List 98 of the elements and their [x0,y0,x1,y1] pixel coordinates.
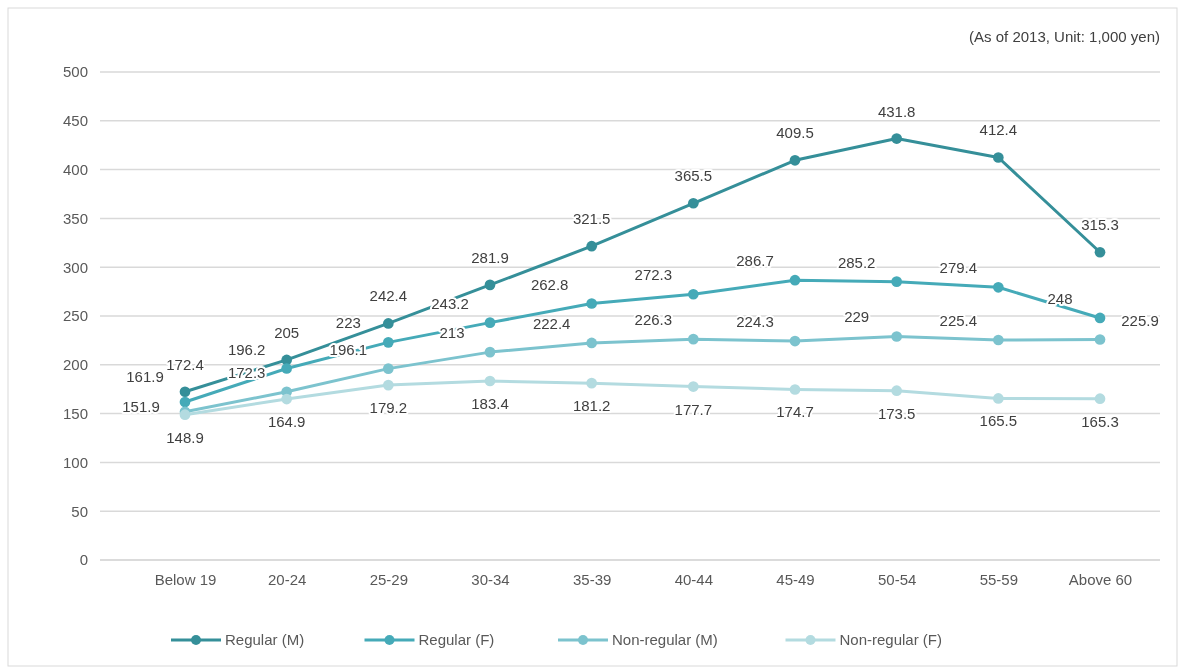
data-label: 242.4 [369,287,408,305]
legend-label: Non-regular (M) [612,631,718,648]
y-tick-label: 350 [62,209,88,227]
point [992,393,1004,404]
data-label: 285.2 [837,253,876,271]
data-label: 183.4 [471,395,509,412]
data-label: 272.3 [634,266,673,284]
x-tick-label: 45-49 [776,570,815,588]
data-label: 196.2 [227,340,266,358]
point [484,279,496,291]
data-label: 412.4 [979,121,1018,139]
data-label: 151.9 [122,397,160,415]
point [484,317,496,328]
data-label: 165.5 [979,412,1018,430]
legend-label: Regular (M) [225,631,305,648]
x-tick-label: Below 19 [154,570,217,588]
data-label: 223 [335,314,361,332]
data-label: 286.7 [736,252,774,270]
data-label: 225.4 [939,312,978,330]
data-label: 172.4 [166,355,204,373]
point [1094,393,1106,405]
point [687,288,699,300]
data-label: 177.7 [674,400,713,418]
point [382,363,394,374]
point [789,384,801,395]
point [179,396,191,408]
data-label: 181.2 [572,397,611,415]
data-label: 409.5 [776,124,814,142]
data-label: 205 [274,323,300,341]
point [586,377,598,389]
x-tick-label: 25-29 [369,570,409,588]
data-label: 365.5 [674,167,713,185]
point [992,334,1004,346]
x-tick-label: 30-34 [471,570,510,588]
point [891,385,903,397]
point [484,346,496,358]
y-tick-label: 400 [62,160,88,178]
y-tick-label: 150 [62,404,88,422]
data-label: 224.3 [736,313,774,331]
point [382,318,394,329]
point [586,298,598,309]
point [586,240,598,252]
text: (As of 2013, Unit: 1,000 yen) [969,28,1160,45]
point [992,281,1004,293]
legend-label: Non-regular (F) [839,631,943,648]
data-label: 229 [844,308,870,326]
point [382,337,394,348]
point [789,154,801,166]
x-tick-label: 35-39 [572,570,612,588]
point [891,331,903,342]
point [891,276,903,287]
data-label: 431.8 [877,102,916,120]
point [1094,246,1106,258]
x-tick-label: 50-54 [877,570,917,588]
data-label: 148.9 [166,428,204,446]
data-label: 179.2 [369,399,408,417]
x-tick-label: 40-44 [674,570,714,588]
point [687,381,699,392]
point [382,379,394,391]
point [789,335,801,347]
point [281,363,293,374]
y-tick-label: 300 [62,258,88,276]
data-label: 173.5 [877,404,916,422]
point [484,375,496,387]
data-label: 262.8 [530,275,569,293]
data-label: 226.3 [634,311,673,329]
point [281,393,293,405]
point [1094,334,1106,345]
y-tick-label: 200 [62,356,88,374]
data-label: 174.7 [776,403,814,421]
y-tick-label: 100 [62,453,88,471]
point [586,337,598,349]
data-label: 164.9 [267,413,306,431]
data-label: 248 [1047,289,1073,307]
y-tick-label: 50 [71,502,88,520]
data-label: 279.4 [939,259,978,277]
point [891,133,903,144]
data-label: 281.9 [471,248,509,266]
x-tick-label: 55-59 [979,570,1019,588]
data-label: 222.4 [532,314,571,332]
point [687,333,699,345]
data-label: 315.3 [1081,216,1119,234]
data-label: 165.3 [1081,412,1119,430]
y-tick-label: 0 [79,551,88,569]
x-tick-label: 20-24 [267,570,307,588]
point [687,197,699,209]
y-tick-label: 500 [62,63,88,81]
data-label: 225.9 [1121,311,1159,329]
data-label: 161.9 [126,367,164,385]
x-tick-label: Above 60 [1068,570,1133,588]
legend-label: Regular (F) [418,631,495,648]
point [179,386,191,398]
point [789,274,801,286]
y-tick-label: 250 [62,307,88,325]
data-label: 321.5 [572,210,611,228]
y-tick-label: 450 [62,112,88,130]
point [992,152,1004,163]
point [1094,312,1106,324]
